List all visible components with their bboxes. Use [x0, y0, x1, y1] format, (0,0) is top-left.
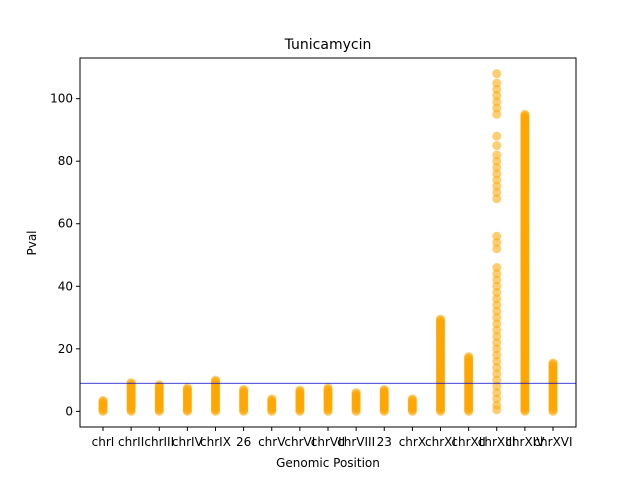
data-point	[492, 194, 502, 204]
data-point	[492, 281, 502, 291]
x-tick-label: chrVIII	[337, 435, 375, 449]
data-point	[492, 84, 502, 94]
x-tick-label: chrV	[258, 435, 286, 449]
x-tick-label: 26	[236, 435, 251, 449]
data-point	[267, 394, 277, 404]
data-point	[492, 131, 502, 141]
x-tick-label: chrXIII	[478, 435, 516, 449]
data-point	[492, 150, 502, 160]
data-point	[492, 156, 502, 166]
data-point	[154, 380, 164, 390]
x-tick-label: chrIII	[144, 435, 174, 449]
data-point	[492, 244, 502, 254]
data-point	[492, 405, 502, 415]
data-point	[492, 169, 502, 179]
data-point	[492, 300, 502, 310]
data-point	[492, 306, 502, 316]
data-point	[211, 375, 220, 385]
x-tick-label: chrXIV	[505, 435, 545, 449]
data-point	[492, 91, 502, 101]
data-point	[492, 238, 502, 247]
data-point	[492, 103, 502, 113]
y-tick-label: 0	[65, 404, 73, 418]
data-point	[239, 384, 249, 394]
data-point	[520, 109, 530, 119]
data-point	[492, 69, 502, 79]
data-point	[492, 313, 502, 323]
data-point	[492, 97, 502, 107]
data-point	[323, 383, 333, 393]
data-point	[492, 394, 502, 404]
data-point	[98, 395, 108, 405]
x-tick-label: chrIV	[172, 435, 204, 449]
data-point	[492, 288, 502, 298]
y-tick-label: 40	[58, 279, 73, 293]
x-tick-label: chrXII	[451, 435, 485, 449]
data-point	[492, 356, 502, 366]
plot-area	[80, 58, 576, 427]
y-tick-label: 20	[58, 342, 73, 356]
x-tick-label: chrII	[118, 435, 144, 449]
y-axis: 0 20 40 60 80 100	[50, 92, 80, 418]
data-point	[492, 294, 502, 304]
data-point	[379, 384, 389, 394]
x-tick-label: chrXVI	[533, 435, 572, 449]
chart-title: Tunicamycin	[284, 37, 372, 53]
data-point	[492, 375, 502, 385]
data-point	[492, 187, 502, 197]
data-point	[492, 319, 502, 329]
y-axis-label: Pval	[25, 230, 39, 255]
data-point	[492, 141, 502, 151]
data-point	[492, 381, 502, 391]
data-point	[492, 162, 502, 172]
data-point	[407, 394, 417, 404]
data-point	[182, 383, 192, 393]
data-point	[492, 275, 502, 285]
data-point	[492, 109, 502, 119]
data-point	[295, 385, 305, 395]
x-tick-label: chrX	[399, 435, 426, 449]
x-tick-label: chrVI	[284, 435, 315, 449]
x-tick-label: chrI	[92, 435, 115, 449]
data-point	[351, 388, 361, 398]
data-point	[492, 369, 502, 379]
x-tick-label: chrVII	[311, 435, 345, 449]
data-point	[492, 181, 502, 191]
y-tick-label: 60	[58, 217, 73, 231]
x-tick-label: 23	[377, 435, 392, 449]
data-point	[492, 338, 502, 348]
data-point	[492, 231, 502, 241]
data-point	[492, 350, 502, 360]
data-point	[492, 269, 502, 279]
data-point	[436, 314, 445, 324]
data-point	[492, 78, 502, 88]
data-point	[464, 352, 474, 362]
data-point	[492, 388, 502, 398]
y-tick-label: 100	[50, 92, 73, 106]
x-tick-label: chrXI	[425, 435, 456, 449]
data-point	[492, 363, 502, 373]
data-point	[126, 378, 136, 388]
data-point	[492, 175, 502, 185]
x-axis-label: Genomic Position	[276, 456, 380, 470]
data-point	[492, 331, 502, 341]
data-points	[98, 69, 558, 416]
data-point	[492, 344, 502, 354]
data-point	[548, 358, 558, 368]
data-point	[492, 263, 502, 273]
data-point	[492, 325, 502, 335]
y-tick-label: 80	[58, 154, 73, 168]
x-tick-label: chrIX	[200, 435, 231, 449]
